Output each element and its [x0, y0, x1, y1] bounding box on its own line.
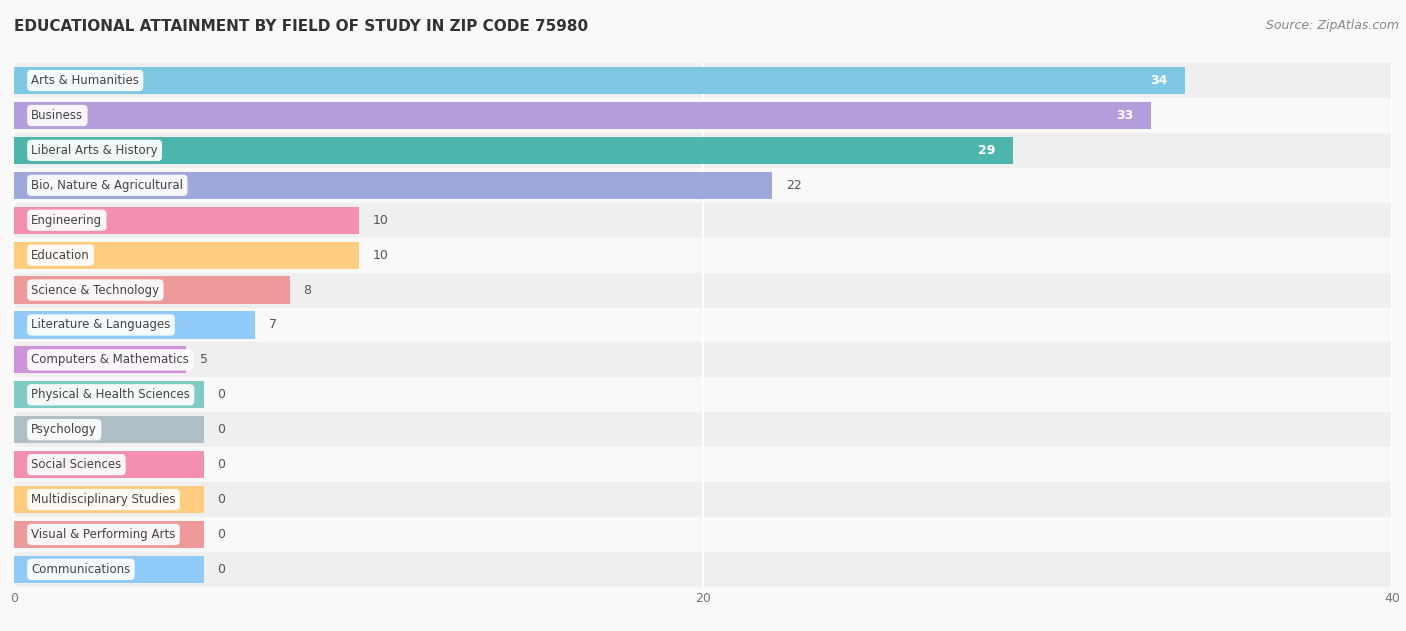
Text: 5: 5	[200, 353, 208, 367]
Bar	[14, 343, 1392, 377]
Bar	[14, 63, 1392, 98]
Text: 0: 0	[218, 493, 225, 506]
Text: Education: Education	[31, 249, 90, 262]
Bar	[14, 168, 1392, 203]
Bar	[14, 381, 204, 408]
Bar	[14, 552, 1392, 587]
Bar	[14, 133, 1392, 168]
Text: 0: 0	[218, 388, 225, 401]
Text: Literature & Languages: Literature & Languages	[31, 319, 170, 331]
Bar	[14, 206, 359, 234]
Text: Arts & Humanities: Arts & Humanities	[31, 74, 139, 87]
Text: 33: 33	[1116, 109, 1133, 122]
Text: Bio, Nature & Agricultural: Bio, Nature & Agricultural	[31, 179, 183, 192]
Text: 29: 29	[979, 144, 995, 157]
Bar	[14, 276, 290, 304]
Bar	[14, 482, 1392, 517]
Text: Visual & Performing Arts: Visual & Performing Arts	[31, 528, 176, 541]
Bar	[14, 311, 256, 339]
Text: 0: 0	[218, 423, 225, 436]
Text: Communications: Communications	[31, 563, 131, 576]
Text: 10: 10	[373, 249, 388, 262]
Bar	[14, 416, 204, 444]
Text: 0: 0	[218, 528, 225, 541]
Bar	[14, 521, 204, 548]
Text: Engineering: Engineering	[31, 214, 103, 227]
Text: 0: 0	[218, 458, 225, 471]
Bar	[14, 412, 1392, 447]
Bar	[14, 346, 186, 374]
Bar	[14, 242, 359, 269]
Text: 0: 0	[218, 563, 225, 576]
Bar	[14, 67, 1185, 94]
Bar	[14, 447, 1392, 482]
Bar	[14, 377, 1392, 412]
Text: 8: 8	[304, 283, 311, 297]
Bar	[14, 102, 1152, 129]
Text: 34: 34	[1150, 74, 1168, 87]
Bar	[14, 98, 1392, 133]
Bar	[14, 137, 1012, 164]
Bar	[14, 556, 204, 583]
Bar	[14, 172, 772, 199]
Text: Physical & Health Sciences: Physical & Health Sciences	[31, 388, 190, 401]
Text: Business: Business	[31, 109, 83, 122]
Bar	[14, 238, 1392, 273]
Text: EDUCATIONAL ATTAINMENT BY FIELD OF STUDY IN ZIP CODE 75980: EDUCATIONAL ATTAINMENT BY FIELD OF STUDY…	[14, 19, 588, 34]
Text: Multidisciplinary Studies: Multidisciplinary Studies	[31, 493, 176, 506]
Text: 7: 7	[269, 319, 277, 331]
Bar	[14, 307, 1392, 343]
Text: Liberal Arts & History: Liberal Arts & History	[31, 144, 157, 157]
Text: 10: 10	[373, 214, 388, 227]
Text: Science & Technology: Science & Technology	[31, 283, 159, 297]
Text: Source: ZipAtlas.com: Source: ZipAtlas.com	[1265, 19, 1399, 32]
Bar	[14, 486, 204, 513]
Text: Social Sciences: Social Sciences	[31, 458, 121, 471]
Bar	[14, 517, 1392, 552]
Bar	[14, 203, 1392, 238]
Bar	[14, 451, 204, 478]
Bar	[14, 273, 1392, 307]
Text: Psychology: Psychology	[31, 423, 97, 436]
Text: 22: 22	[786, 179, 801, 192]
Text: Computers & Mathematics: Computers & Mathematics	[31, 353, 190, 367]
